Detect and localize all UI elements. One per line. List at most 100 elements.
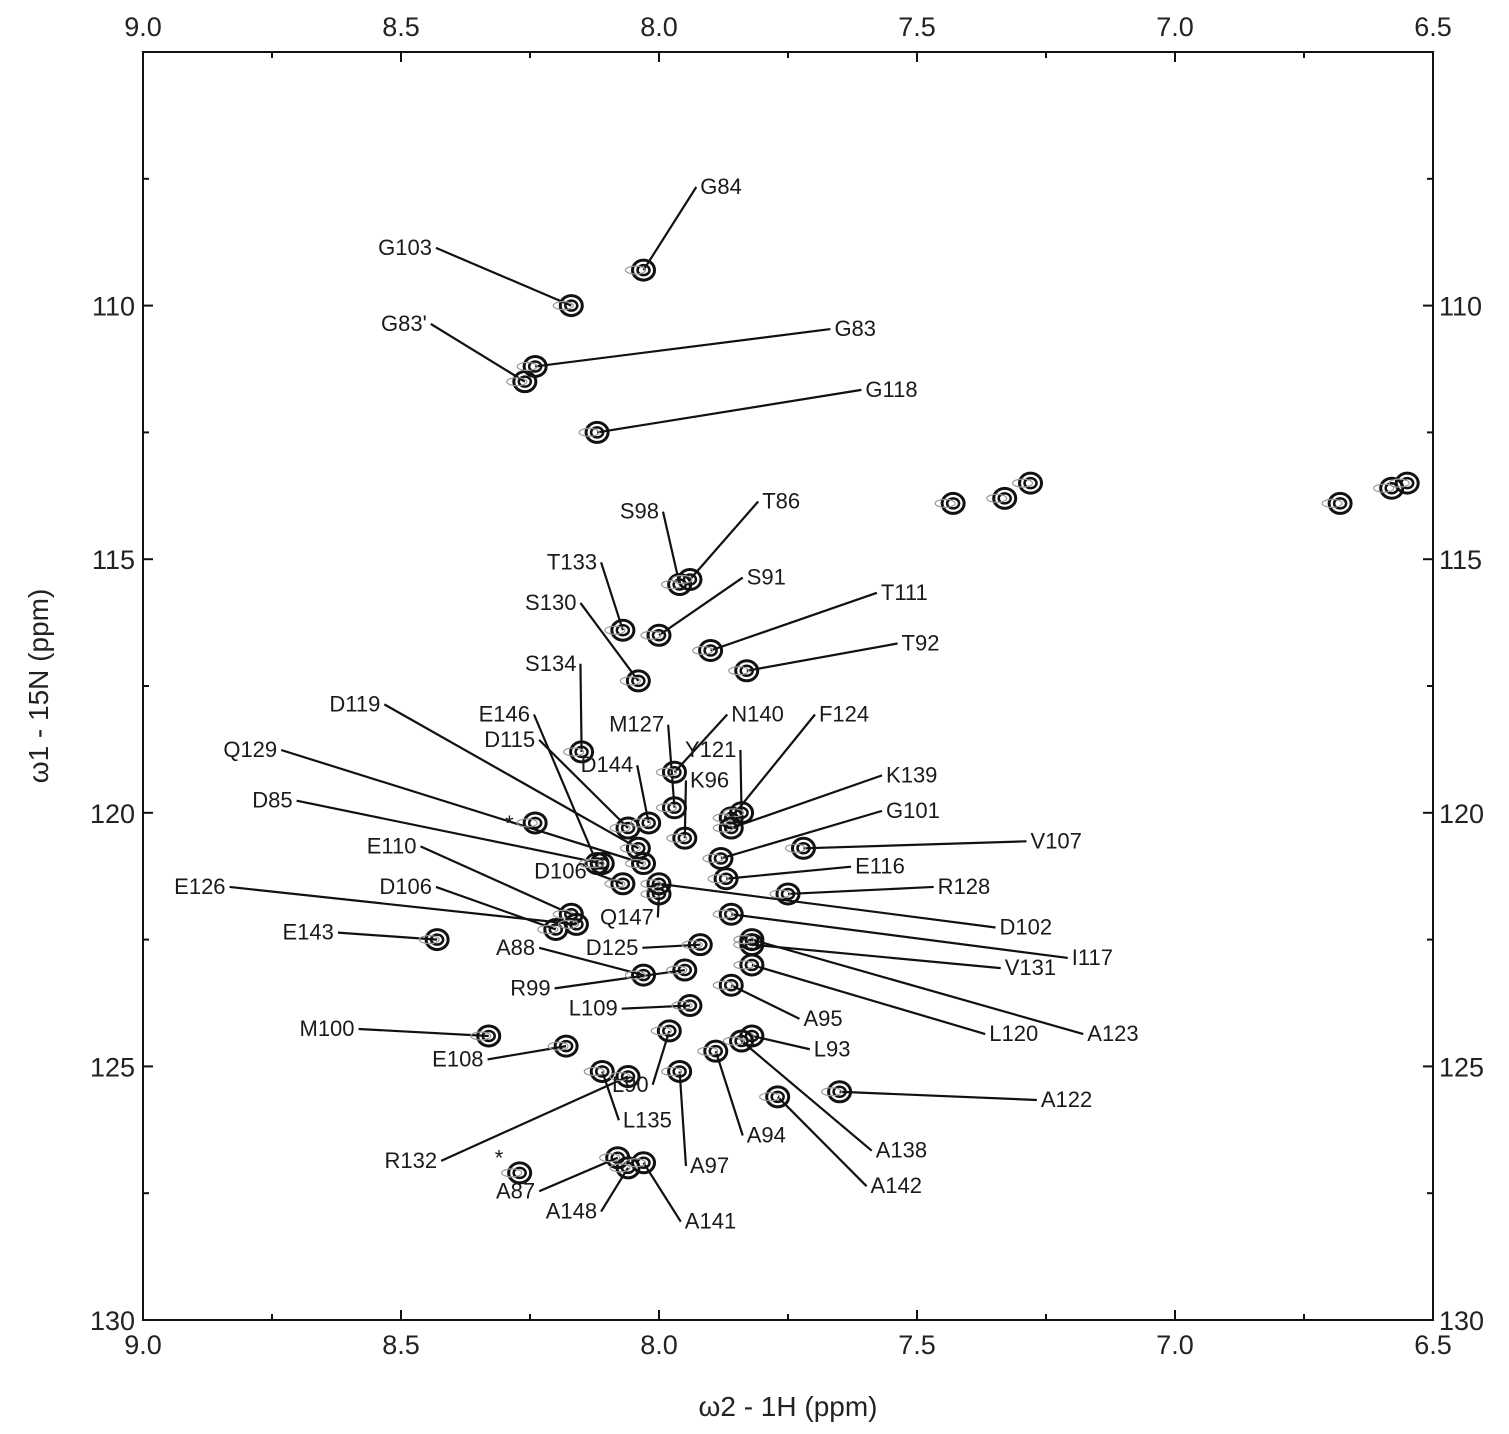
peak-i117: [712, 902, 744, 926]
peak-contour-shoulder: [671, 574, 693, 585]
peak-labels: G84 G103 G83' G83 G118 S98 T86 T133 S91 S130 T111 T…: [174, 174, 1139, 1234]
peak-contour-shoulder: [712, 909, 734, 919]
peak-contour-shoulder: [697, 1046, 719, 1056]
axis-ticks: 9.0 9.0 8.5 8.5 8.0 8.0 7.5 7.5 7.0 7.0 6.5 6.5 110 1…: [90, 12, 1484, 1360]
leader-line: [731, 913, 1068, 960]
peak-a95: [712, 973, 744, 997]
peak-a123: [733, 928, 765, 952]
peak-contour-outer: [734, 659, 760, 683]
peak-label: S130: [525, 590, 576, 615]
peak-contour-shoulder: [418, 934, 440, 945]
y-tick-label-left: 130: [90, 1306, 135, 1336]
peak-contour-outer: [992, 486, 1018, 510]
peak-contour-outer: [610, 872, 636, 896]
leader-line: [600, 1167, 629, 1213]
leader-line: [383, 703, 639, 850]
peak-contour-shoulder: [712, 980, 734, 990]
peak-label: R99: [510, 975, 550, 1000]
peak-k139: [712, 816, 744, 840]
peak-g103: [552, 294, 584, 318]
peak-l109: [671, 994, 703, 1018]
peak-label: Q147: [600, 904, 654, 929]
leader-line: [430, 323, 526, 383]
leader-line: [661, 511, 681, 585]
leader-line: [720, 809, 883, 860]
peak-contour-inner: [564, 299, 579, 312]
peak-contour-outer: [739, 928, 765, 952]
leader-line: [839, 1090, 1037, 1102]
peak-contour-inner: [682, 573, 698, 586]
peak-contour-outer: [507, 1161, 533, 1185]
peak-contour-inner: [558, 1039, 574, 1053]
peak-contour-shoulder: [604, 879, 626, 889]
peak-contour-shoulder: [624, 970, 647, 980]
peak-contour-inner: [723, 907, 739, 921]
peak-label: T111: [881, 580, 928, 605]
peak-contour-outer: [656, 1019, 682, 1043]
peak-contour-inner: [620, 821, 636, 835]
leader-line: [678, 1071, 688, 1166]
peak-contour-inner: [662, 1024, 677, 1038]
leader-line: [435, 246, 572, 307]
peak-contour-inner: [832, 1085, 847, 1099]
peak-e126: [557, 912, 589, 936]
peak-contour-inner: [770, 1090, 785, 1104]
leader-line: [710, 591, 878, 652]
x-tick-label-bottom: 7.5: [898, 1330, 936, 1360]
asterisk-annotation: *: [505, 811, 514, 836]
leader-line: [420, 845, 572, 916]
peak-label: L90: [612, 1072, 649, 1097]
peak-contour-inner: [682, 999, 698, 1012]
peak-a88: [624, 963, 657, 987]
leader-line: [296, 799, 603, 865]
peak-contour-shoulder: [470, 1031, 492, 1041]
peak-contour-shoulder: [702, 853, 724, 864]
peak-contour-shoulder: [640, 630, 662, 640]
peak-contour-shoulder: [733, 934, 755, 945]
peak-label: D125: [586, 935, 639, 960]
peak-contour-shoulder: [681, 940, 703, 950]
peak-contour-shoulder: [655, 803, 678, 813]
y-tick-label-left: 110: [92, 292, 135, 322]
peak-contour-inner: [594, 1065, 610, 1078]
x-tick-label-top: 6.5: [1414, 12, 1452, 42]
peak-contour-inner: [1023, 476, 1038, 490]
x-axis-title: ω2 - 1H (ppm): [698, 1391, 877, 1422]
peak-label: L135: [623, 1107, 672, 1132]
leader-line: [725, 865, 852, 880]
peak-label: E146: [479, 702, 530, 727]
peak-contour-inner: [780, 887, 796, 901]
leader-line: [714, 1050, 744, 1136]
peak-d119: [619, 836, 651, 860]
peak-r128: [769, 882, 801, 906]
peak-m127: [655, 796, 687, 820]
leader-line: [746, 642, 898, 672]
peak-contour-shoulder: [609, 1071, 631, 1082]
x-tick-label-bottom: 6.5: [1414, 1330, 1452, 1360]
peak-contour-inner: [615, 877, 631, 891]
peak-contour-outer: [1327, 491, 1353, 515]
peak-label: A138: [876, 1138, 927, 1163]
peak-contour-shoulder: [501, 1168, 523, 1178]
y-tick-label-right: 115: [1439, 545, 1482, 575]
y-tick-label-left: 115: [92, 545, 135, 575]
peak-contour-outer: [718, 816, 744, 840]
peak-label: R132: [385, 1148, 438, 1173]
leader-line: [787, 885, 934, 896]
peak-contour-inner: [574, 745, 589, 759]
peak-label: A123: [1087, 1021, 1138, 1046]
peak-contour-shoulder: [1321, 498, 1343, 509]
peak-contour-inner: [703, 644, 718, 657]
leader-line: [435, 885, 557, 931]
peak-l120: [733, 953, 765, 977]
peak-label: T92: [902, 630, 940, 655]
leader-line: [229, 885, 577, 926]
peak-contour-shoulder: [624, 858, 647, 869]
peak-contour-outer: [569, 740, 595, 764]
peak-d144: [630, 811, 662, 835]
peak-contour-outer: [661, 760, 687, 784]
peak-label: V131: [1005, 955, 1056, 980]
peak-contour-inner: [708, 1044, 724, 1058]
peak-label: D144: [581, 752, 634, 777]
leader-line: [538, 739, 629, 829]
